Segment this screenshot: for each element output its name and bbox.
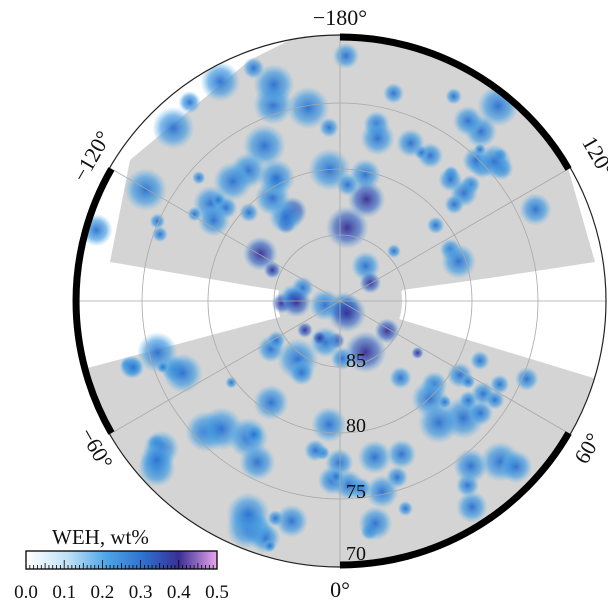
weh-blob: [357, 440, 392, 475]
colorbar-tick-label: 0.3: [129, 582, 153, 603]
lat-label-85: 85: [346, 350, 366, 372]
weh-blob: [124, 168, 168, 212]
weh-blob: [304, 439, 327, 462]
weh-blob: [456, 491, 488, 523]
weh-blob: [330, 346, 354, 371]
frame-ticks: [72, 33, 572, 569]
weh-blob: [499, 450, 533, 484]
weh-blob: [267, 510, 284, 527]
weh-blob: [139, 443, 174, 478]
lat-label-75: 75: [346, 481, 366, 503]
weh-blob: [197, 204, 230, 237]
weh-blob: [489, 374, 510, 395]
colorbar-tick-label: 0.2: [91, 582, 115, 603]
weh-blob: [460, 374, 476, 389]
weh-blob: [156, 360, 170, 374]
weh-blob: [162, 353, 203, 394]
lon-label-bottom: 0°: [330, 577, 350, 602]
weh-blob: [452, 105, 484, 136]
weh-blob: [386, 439, 417, 470]
weh-blob: [396, 128, 425, 158]
weh-blob: [359, 271, 382, 294]
lat-label-70: 70: [346, 543, 366, 565]
lat-label-80: 80: [346, 415, 366, 437]
weh-blob: [437, 395, 452, 409]
weh-blob: [242, 57, 265, 79]
weh-blob: [289, 360, 315, 386]
weh-blob: [122, 356, 145, 379]
weh-blob: [243, 424, 264, 445]
colorbar-tick-label: 0.4: [167, 582, 191, 603]
weh-blob: [332, 42, 360, 70]
weh-blob: [311, 406, 347, 443]
weh-blobs: [80, 42, 552, 554]
weh-blob: [149, 213, 166, 230]
nodata-wedge-right: [402, 262, 606, 358]
weh-blob: [386, 244, 401, 259]
weh-blob: [440, 243, 477, 279]
graticule: [74, 35, 606, 567]
weh-blob: [514, 367, 539, 391]
weh-blob: [225, 376, 238, 389]
weh-blob: [200, 61, 241, 102]
lon-label-top: −180°: [313, 5, 367, 30]
weh-blob: [296, 322, 313, 338]
weh-blob: [374, 318, 400, 344]
weh-blob: [383, 82, 404, 104]
weh-blob: [266, 330, 286, 350]
lon-label-lower-right: 60°: [569, 429, 606, 468]
colorbar-tick-label: 0.1: [52, 582, 76, 603]
weh-blob: [151, 226, 168, 243]
weh-blob: [336, 173, 360, 197]
weh-blob: [243, 236, 278, 271]
weh-blob: [152, 106, 195, 150]
colorbar-tick-label: 0.5: [205, 582, 229, 603]
weh-blob: [365, 475, 399, 509]
weh-blob: [470, 350, 490, 371]
weh-blob: [467, 400, 494, 426]
weh-blob: [328, 469, 344, 484]
weh-blob: [239, 202, 259, 223]
weh-blob: [426, 216, 445, 235]
weh-blob: [358, 506, 393, 541]
weh-blob: [312, 331, 327, 345]
weh-blob: [286, 86, 330, 130]
weh-blob: [438, 167, 463, 192]
weh-blob: [325, 206, 369, 250]
weh-blob: [418, 401, 460, 444]
nodata-wedge-left: [74, 262, 278, 358]
weh-blob: [344, 331, 387, 373]
weh-blob: [253, 64, 295, 106]
weh-blob: [485, 390, 505, 410]
lon-label-upper-right: 120°: [577, 132, 608, 181]
weh-blob: [360, 121, 395, 156]
weh-blob: [281, 287, 312, 318]
weh-blob: [453, 448, 489, 484]
weh-blob: [239, 444, 276, 481]
weh-blob: [411, 346, 424, 360]
colorbar: WEH, wt% 0.0 0.1 0.2 0.3 0.4 0.5: [14, 525, 229, 603]
weh-blob: [519, 193, 552, 226]
weh-blob: [263, 539, 276, 553]
weh-blob: [319, 117, 339, 138]
weh-blob: [213, 162, 253, 201]
weh-blob: [327, 293, 367, 333]
weh-blob: [257, 159, 296, 197]
weh-blob: [389, 366, 412, 390]
weh-blob: [444, 194, 465, 215]
weh-blob: [253, 384, 289, 421]
weh-blob: [445, 88, 463, 105]
colorbar-title: WEH, wt%: [52, 525, 149, 549]
colorbar-tick-label: 0.0: [14, 582, 38, 603]
weh-blob: [192, 170, 206, 185]
weh-blob: [226, 492, 271, 536]
weh-blob: [397, 500, 414, 517]
weh-blob: [275, 504, 309, 538]
weh-blob: [178, 91, 201, 114]
weh-blob: [477, 144, 512, 179]
